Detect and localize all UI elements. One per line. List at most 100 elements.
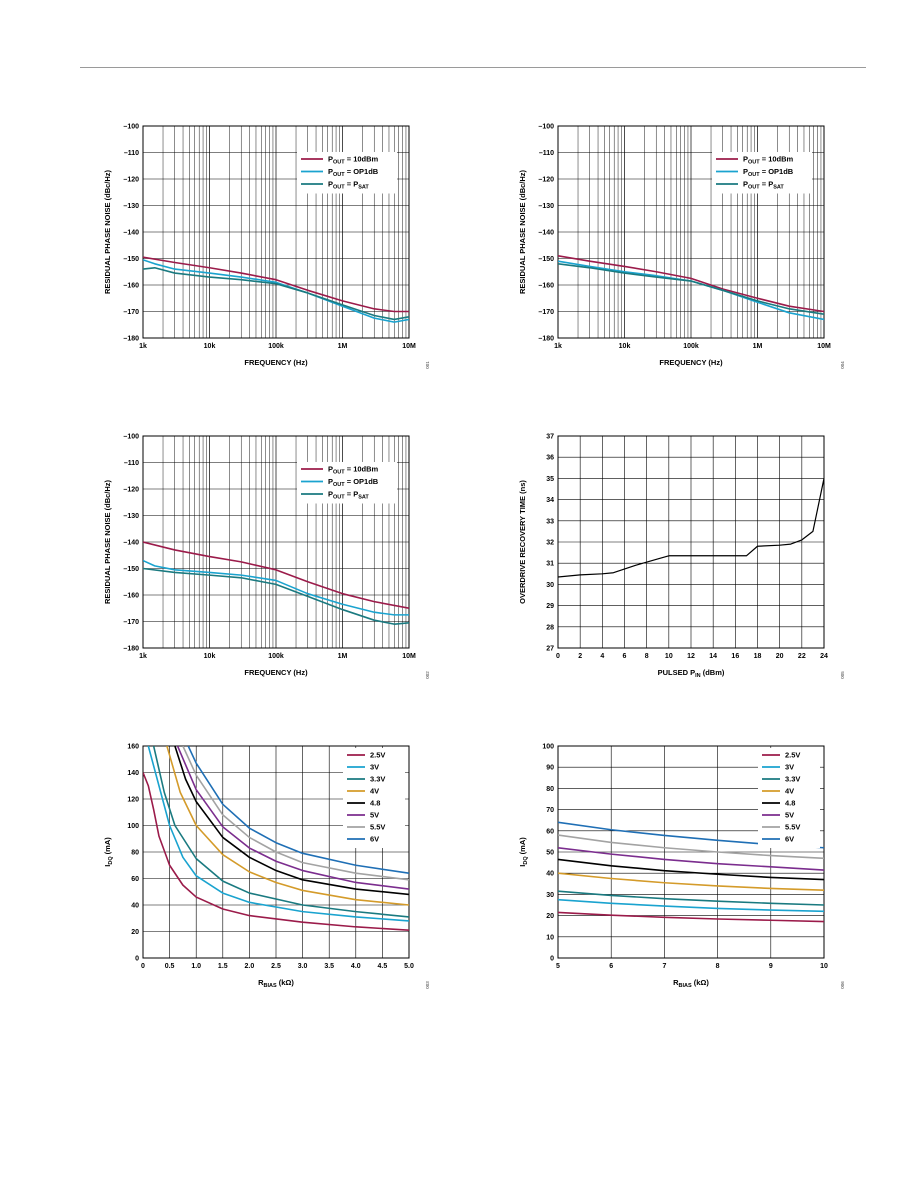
series-line (174, 746, 409, 896)
series-line (558, 255, 824, 313)
x-tick-label: 10k (619, 343, 631, 350)
series-group (143, 746, 409, 931)
legend-label: POUT = OP1dB (328, 477, 379, 488)
y-tick-label: –130 (123, 513, 139, 520)
legend-label: 3V (785, 763, 794, 772)
x-tick-label: 2.5 (271, 963, 281, 970)
y-tick-label: 60 (546, 828, 554, 835)
x-axis-label: FREQUENCY (Hz) (659, 358, 723, 367)
series-line (143, 266, 409, 321)
series-group (558, 821, 824, 923)
grid (557, 435, 825, 649)
series-line (166, 746, 409, 906)
y-tick-label: –110 (539, 150, 554, 157)
y-tick-label: –100 (538, 124, 554, 131)
legend-label: 4V (370, 787, 379, 796)
x-tick-label: 1k (139, 653, 147, 660)
figure-number: 001 (425, 361, 430, 369)
series-line (558, 872, 824, 891)
series-line (182, 746, 409, 881)
legend-label: 3.3V (785, 775, 800, 784)
x-tick-label: 4 (600, 653, 604, 660)
chart-idq-vs-rbias-high: 0 10 20 30 40 50 60 70 80 90 100 5 6 7 8 9 10 RBIAS (kΩ) I… (513, 738, 845, 993)
y-tick-label: 30 (546, 892, 554, 899)
series-line (558, 263, 824, 315)
x-tick-label: 10M (402, 343, 416, 350)
series-line (143, 772, 409, 931)
series-line (143, 541, 409, 610)
y-tick-label: –180 (538, 336, 554, 343)
chart-phase-noise-3: –100 –110 –120 –130 –140 –150 –160 –170 –180 1k 10… (98, 428, 430, 683)
y-tick-label: –130 (123, 203, 139, 210)
y-tick-label: –100 (123, 434, 139, 441)
series-line (143, 559, 409, 616)
series-group (143, 256, 409, 323)
x-tick-label: 1M (338, 343, 348, 350)
plot-frame (557, 745, 825, 959)
series-line (187, 746, 409, 874)
y-tick-label: 34 (546, 497, 554, 504)
x-tick-label: 1M (338, 653, 348, 660)
y-axis-label: RESIDUAL PHASE NOISE (dBc/Hz) (103, 169, 112, 294)
x-tick-label: 4.0 (351, 963, 361, 970)
y-tick-label: 50 (546, 850, 554, 857)
legend-label: 5.5V (370, 823, 385, 832)
legend-label: 2.5V (785, 751, 800, 760)
y-tick-label: –140 (123, 230, 139, 237)
y-tick-label: 40 (546, 871, 554, 878)
x-tick-label: 100k (683, 343, 699, 350)
y-tick-label: 40 (131, 903, 139, 910)
chart-idq-vs-rbias-low: 0 20 40 60 80 100 120 140 160 0 0.5 1.0 1.5 2.0 2.5 3.0… (98, 738, 430, 993)
x-tick-label: 8 (716, 963, 720, 970)
x-tick-label: 12 (687, 653, 695, 660)
y-tick-label: 20 (131, 929, 139, 936)
figure-number: 006 (840, 981, 845, 989)
plot-frame (142, 125, 410, 339)
series-group (558, 255, 824, 321)
legend-label: 5V (370, 811, 379, 820)
x-tick-label: 9 (769, 963, 773, 970)
y-tick-label: 0 (550, 956, 554, 963)
y-tick-label: 90 (546, 765, 554, 772)
y-tick-label: 20 (546, 913, 554, 920)
x-tick-label: 4.5 (378, 963, 388, 970)
x-tick-label: 24 (820, 653, 828, 660)
y-tick-label: 10 (546, 934, 554, 941)
y-tick-label: 27 (546, 646, 554, 653)
series-line (176, 746, 409, 890)
series-line (558, 834, 824, 860)
y-tick-label: –150 (123, 256, 139, 263)
y-tick-label: 120 (127, 797, 139, 804)
y-tick-label: –180 (123, 646, 139, 653)
series-line (143, 256, 409, 313)
y-axis-label: RESIDUAL PHASE NOISE (dBc/Hz) (518, 169, 527, 294)
chart-svg: 0 20 40 60 80 100 120 140 160 0 0.5 1.0 1.5 2.0 2.5 3.0… (103, 744, 430, 990)
y-tick-label: –160 (123, 593, 139, 600)
chart-phase-noise-1: –100 –110 –120 –130 –140 –150 –160 –170 –180 1k 10… (98, 118, 430, 373)
y-tick-label: 70 (546, 807, 554, 814)
legend-label: 4.8 (370, 799, 380, 808)
series-group (143, 541, 409, 625)
x-tick-label: 14 (709, 653, 717, 660)
y-tick-label: 100 (542, 744, 554, 751)
x-tick-label: 10k (204, 343, 216, 350)
x-tick-label: 6 (609, 963, 613, 970)
x-tick-label: 5 (556, 963, 560, 970)
x-axis-label: RBIAS (kΩ) (258, 978, 294, 989)
y-tick-label: 0 (135, 956, 139, 963)
y-tick-label: –110 (124, 150, 139, 157)
x-tick-label: 2.0 (245, 963, 255, 970)
legend-label: 6V (370, 835, 379, 844)
x-tick-label: 0 (556, 653, 560, 660)
y-tick-label: –180 (123, 336, 139, 343)
y-tick-label: –170 (123, 309, 139, 316)
legend-label: POUT = PSAT (328, 180, 369, 191)
x-tick-label: 6 (623, 653, 627, 660)
x-tick-label: 10k (204, 653, 216, 660)
x-tick-label: 1k (554, 343, 562, 350)
x-tick-label: 1M (753, 343, 763, 350)
legend-label: POUT = OP1dB (743, 167, 794, 178)
